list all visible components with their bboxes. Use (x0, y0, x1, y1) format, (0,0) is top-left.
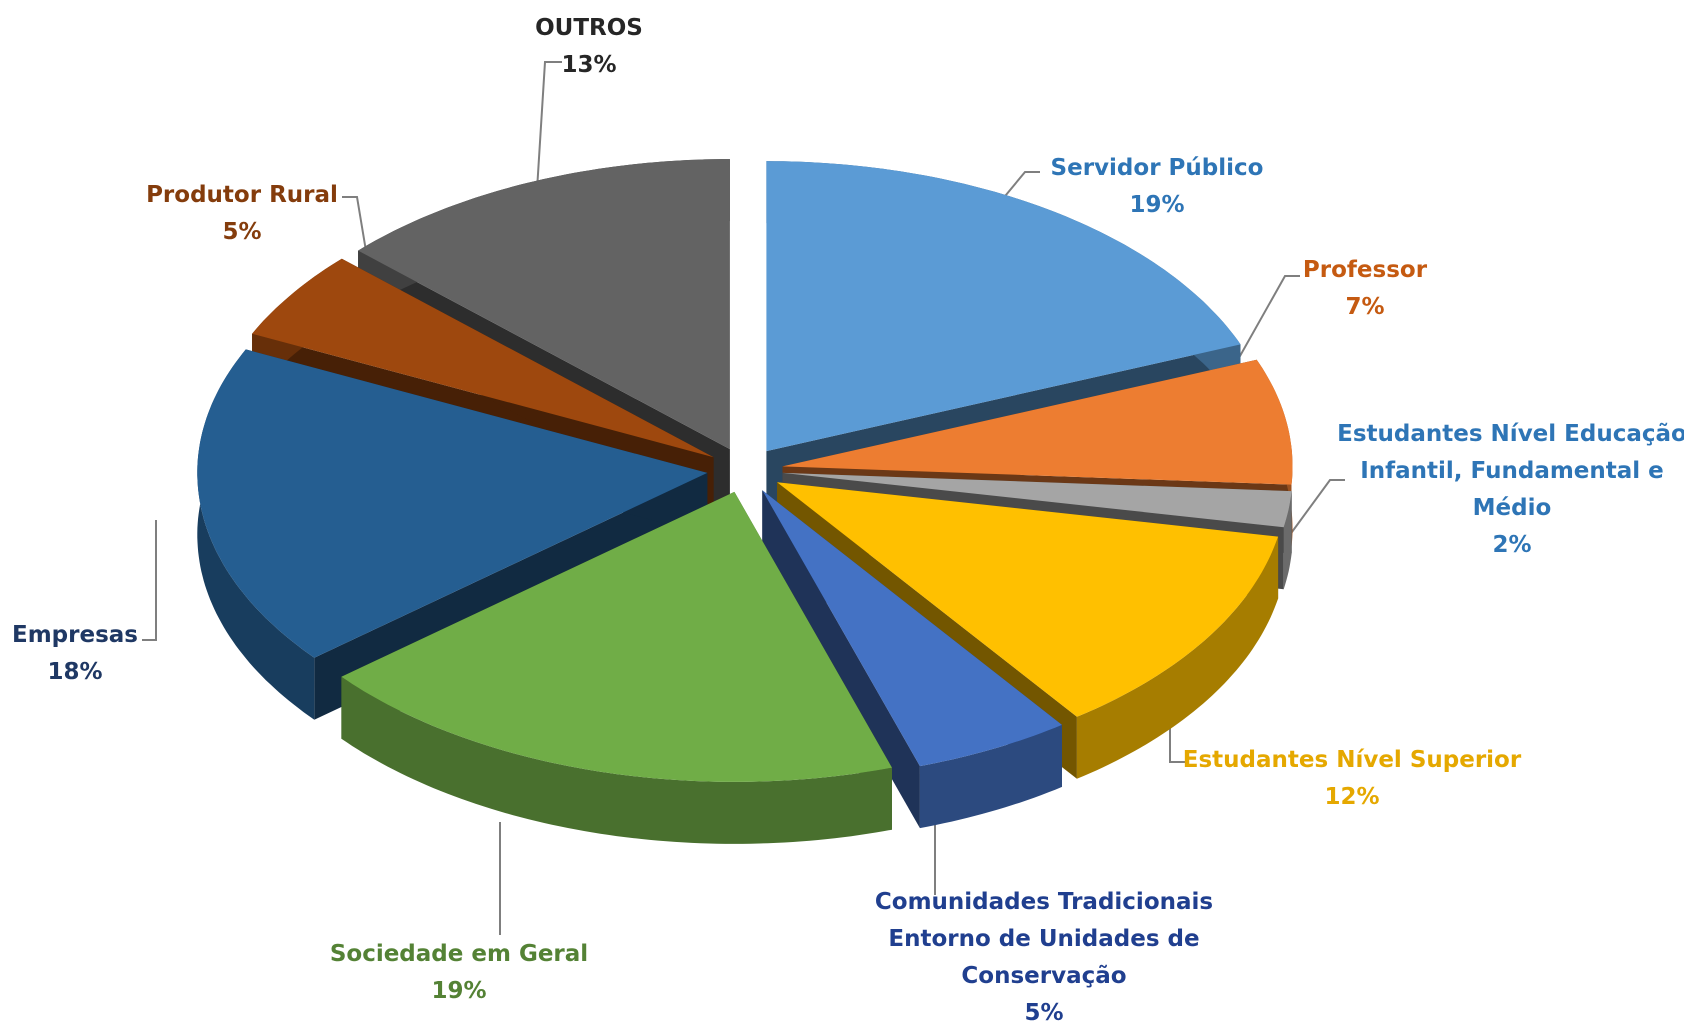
category-name: Sociedade em Geral (329, 941, 589, 967)
value-label: 5% (222, 219, 262, 245)
slice-side (197, 349, 315, 720)
slice-label: Estudantes Nível Superior 12% (1172, 742, 1532, 816)
slice-label: Estudantes Nível Educação Infantil, Fund… (1337, 416, 1684, 564)
category-name: Empresas (12, 622, 138, 648)
value-label: 5% (1024, 1000, 1064, 1026)
category-name: OUTROS (535, 15, 643, 41)
slice-label: Empresas 18% (0, 617, 155, 691)
value-label: 13% (561, 52, 617, 78)
leader-line (1221, 275, 1300, 389)
slices (197, 159, 1293, 844)
slice-label: Professor 7% (1265, 252, 1465, 326)
slice-top (252, 258, 714, 458)
slice (341, 491, 892, 844)
value-label: 2% (1492, 532, 1532, 558)
slice-top (197, 349, 708, 658)
slice-top (782, 472, 1292, 528)
category-name: Estudantes Nível Superior (1182, 747, 1522, 773)
slice-label: OUTROS 13% (489, 10, 689, 84)
category-name: Comunidades Tradicionais Entorno de Unid… (874, 889, 1214, 989)
slice-top (358, 159, 730, 450)
slice-side (1076, 536, 1279, 779)
slice-label: Servidor Público 19% (1007, 150, 1307, 224)
slice (762, 490, 1062, 829)
value-label: 19% (431, 978, 487, 1004)
category-name: Estudantes Nível Educação Infantil, Fund… (1337, 421, 1684, 521)
slice-top (777, 482, 1279, 717)
slice-label: Comunidades Tradicionais Entorno de Unid… (869, 884, 1219, 1032)
value-label: 18% (47, 659, 103, 685)
value-label: 19% (1129, 192, 1185, 218)
slice-top (766, 161, 1241, 452)
category-name: Servidor Público (1050, 155, 1264, 181)
leader-lines (142, 61, 1345, 935)
slice-side (919, 724, 1062, 829)
slice-top (782, 359, 1293, 485)
slice-label: Sociedade em Geral 19% (309, 936, 609, 1010)
slice-label: Produtor Rural 5% (132, 177, 352, 251)
value-label: 12% (1324, 784, 1380, 810)
slice-side (341, 676, 892, 844)
slice-wall (762, 490, 920, 829)
slice-top (762, 490, 1062, 767)
value-label: 7% (1345, 294, 1385, 320)
leader-line (534, 61, 562, 223)
slice-top (341, 491, 892, 782)
category-name: Produtor Rural (146, 182, 338, 208)
leader-line (142, 520, 157, 641)
slice-side (1283, 491, 1292, 590)
category-name: Professor (1302, 257, 1428, 283)
